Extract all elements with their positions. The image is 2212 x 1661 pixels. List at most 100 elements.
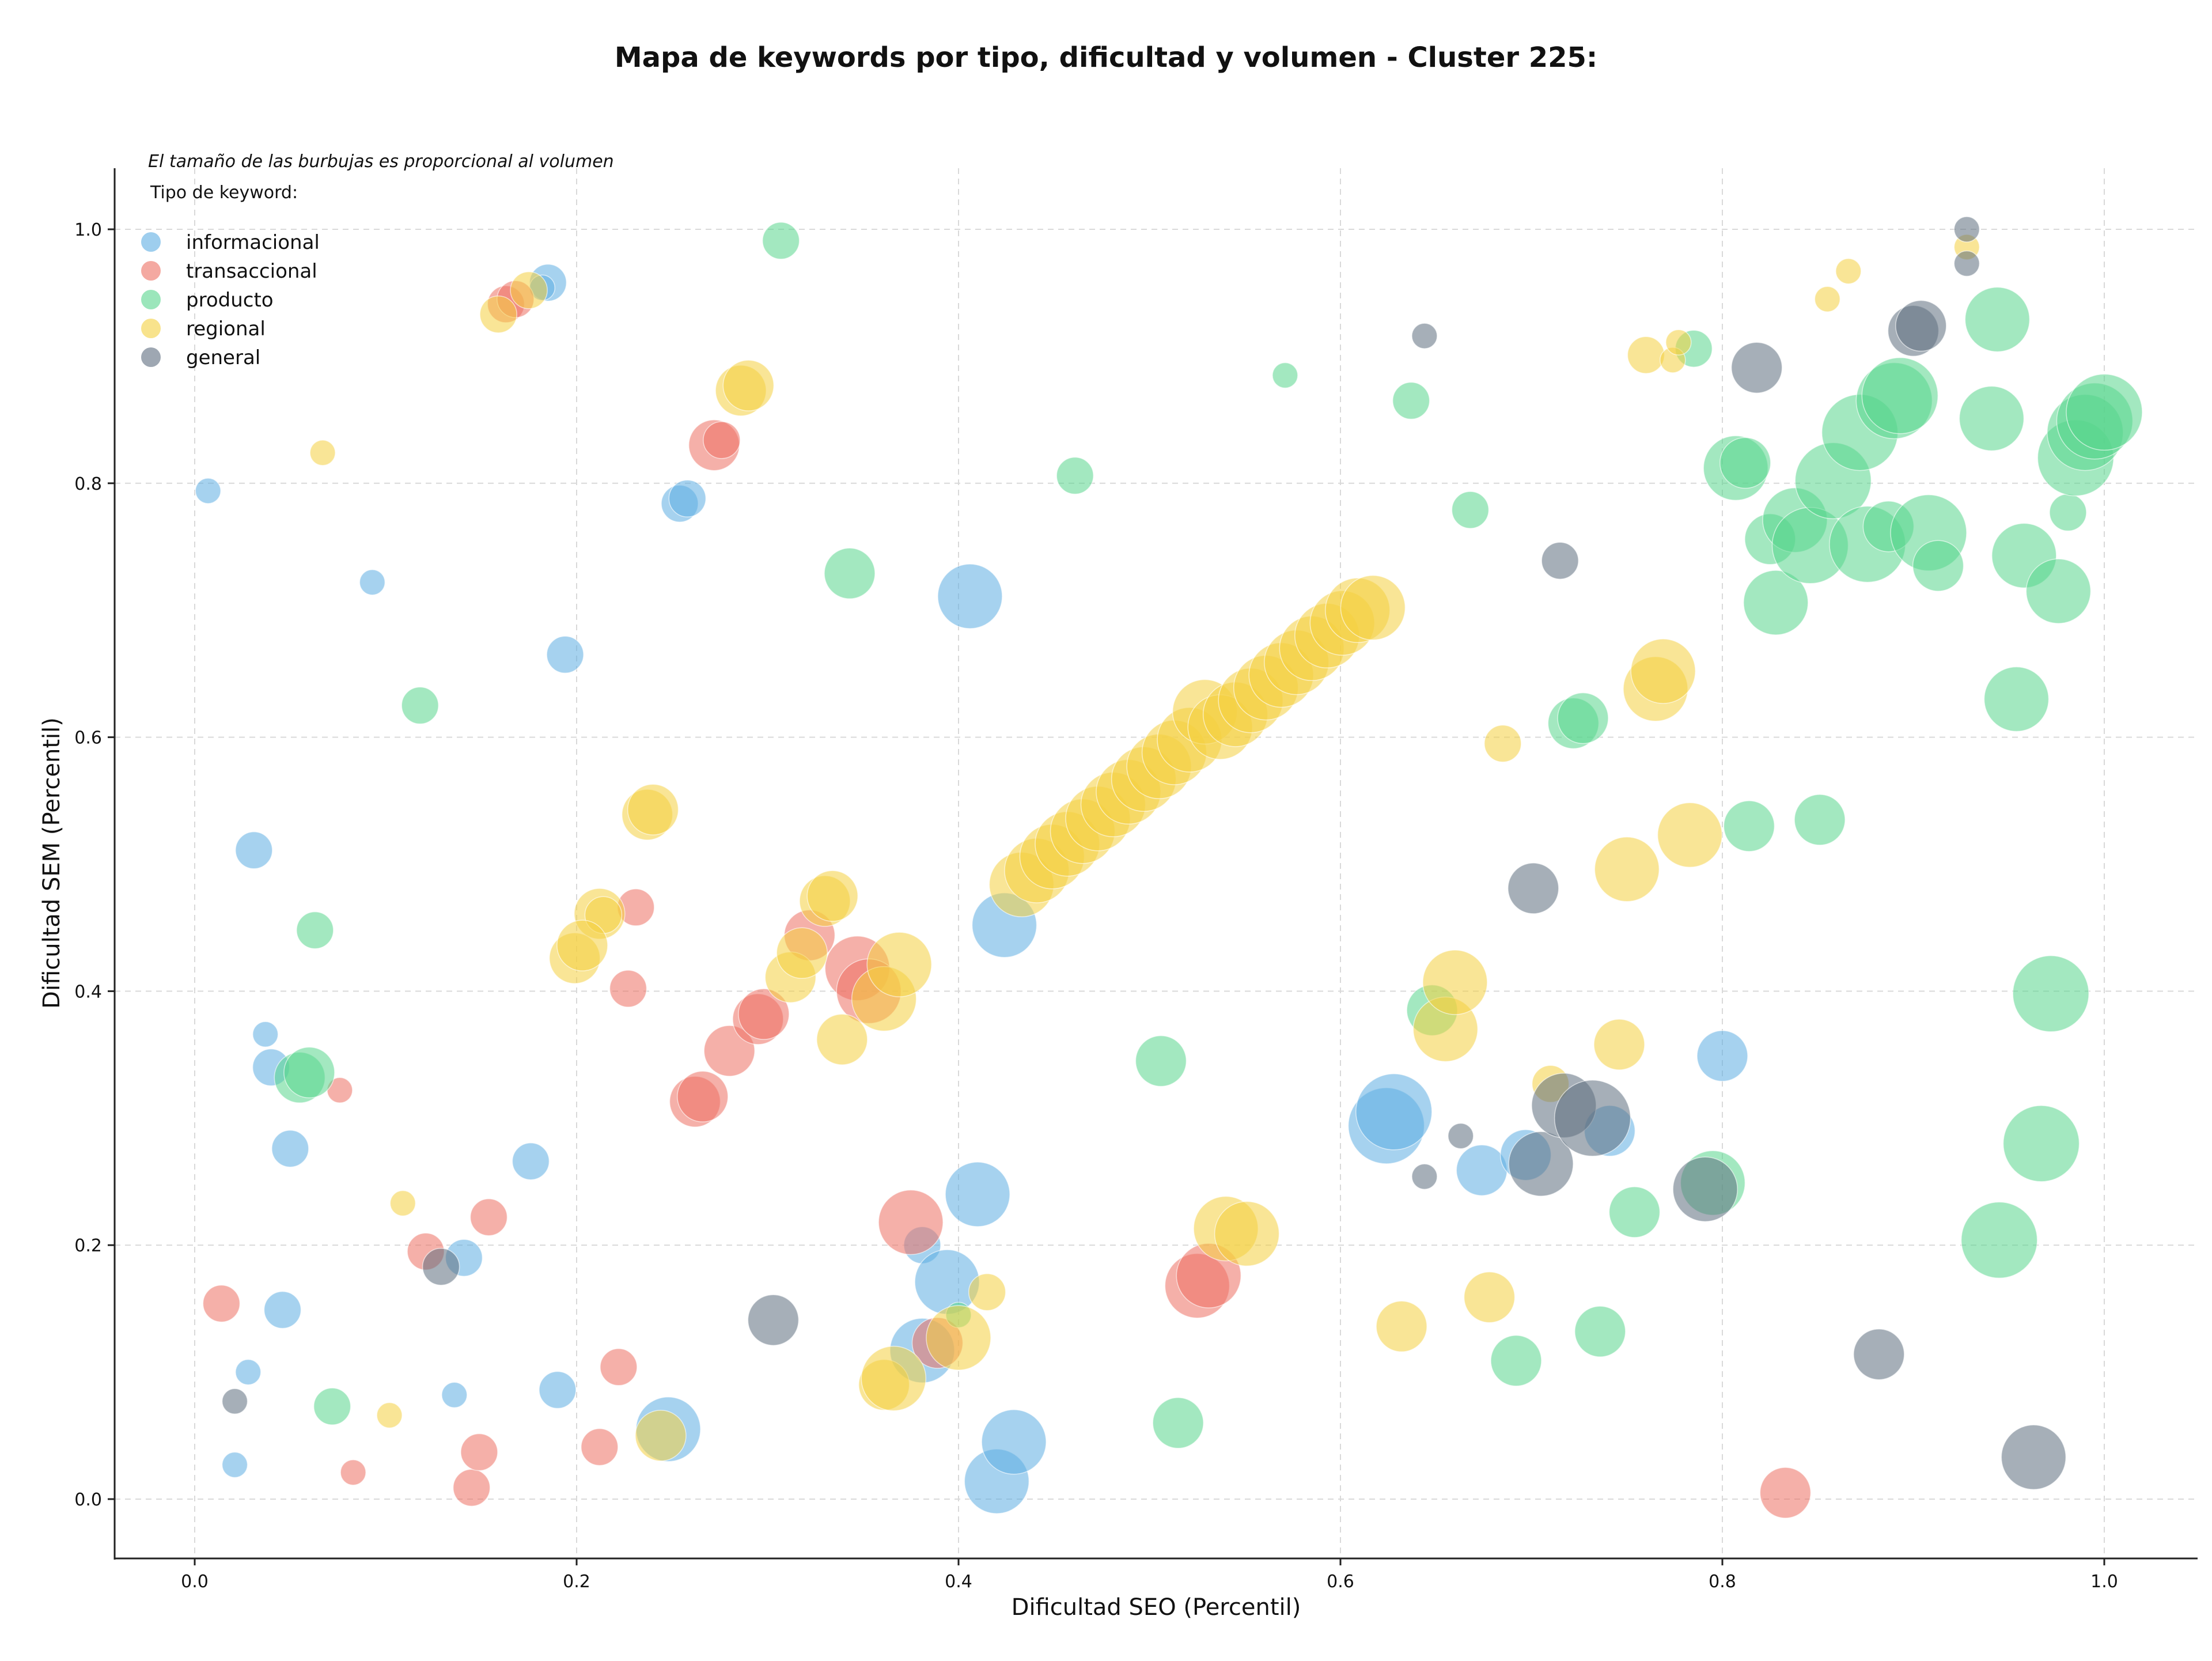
y-tick-label: 0.8 bbox=[74, 474, 102, 494]
bubble-regional bbox=[866, 932, 932, 997]
legend: El tamaño de las burbujas es proporciona… bbox=[141, 152, 614, 369]
bubble-producto bbox=[1983, 666, 2050, 732]
bubble-general bbox=[1730, 342, 1783, 394]
bubble-informacional bbox=[263, 1291, 302, 1329]
bubble-informacional bbox=[512, 1142, 550, 1181]
bubble-general bbox=[1508, 862, 1559, 914]
bubble-informacional bbox=[235, 831, 273, 869]
bubble-producto bbox=[296, 911, 334, 949]
bubble-general bbox=[1672, 1156, 1738, 1222]
bubble-regional bbox=[376, 1402, 403, 1429]
bubble-general bbox=[2001, 1424, 2067, 1490]
legend-marker-regional bbox=[141, 319, 161, 338]
legend-label-regional: regional bbox=[186, 317, 266, 340]
bubble-regional bbox=[1835, 258, 1862, 285]
bubble-producto bbox=[1135, 1035, 1187, 1087]
bubble-general bbox=[1853, 1328, 1905, 1380]
x-tick-label: 0.8 bbox=[1709, 1572, 1736, 1592]
bubble-producto bbox=[1392, 381, 1430, 420]
bubble-regional bbox=[926, 1305, 991, 1371]
bubble-general bbox=[1554, 1080, 1631, 1157]
x-tick-label: 0.4 bbox=[945, 1572, 972, 1592]
bubble-regional bbox=[1340, 575, 1406, 641]
legend-label-transaccional: transaccional bbox=[186, 260, 317, 283]
bubble-informacional bbox=[668, 479, 707, 517]
bubble-informacional bbox=[937, 563, 1003, 629]
bubble-regional bbox=[635, 1410, 687, 1462]
y-tick-label: 0.6 bbox=[74, 728, 102, 748]
bubble-producto bbox=[1960, 1201, 2038, 1279]
bubble-regional bbox=[1484, 724, 1522, 763]
bubble-informacional bbox=[539, 1371, 577, 1409]
bubble-informacional bbox=[271, 1129, 309, 1168]
legend-item-informacional: informacional bbox=[141, 231, 320, 254]
y-tick-label: 0.4 bbox=[74, 982, 102, 1002]
bubble-producto bbox=[1490, 1335, 1542, 1387]
bubble-producto bbox=[1272, 362, 1298, 389]
bubble-transaccional bbox=[609, 970, 647, 1008]
series-regional bbox=[309, 234, 1980, 1462]
bubble-informacional bbox=[235, 1359, 262, 1386]
bubble-regional bbox=[1594, 837, 1660, 902]
bubble-regional bbox=[861, 1345, 927, 1412]
bubble-informacional bbox=[252, 1021, 279, 1048]
chart-title: Mapa de keywords por tipo, dificultad y … bbox=[615, 41, 1597, 74]
bubble-informacional bbox=[914, 1249, 980, 1315]
bubble-regional bbox=[1593, 1019, 1645, 1070]
bubble-transaccional bbox=[469, 1198, 508, 1236]
legend-item-transaccional: transaccional bbox=[141, 260, 317, 283]
bubble-transaccional bbox=[1759, 1467, 1812, 1519]
bubble-producto bbox=[2066, 373, 2143, 451]
bubble-producto bbox=[1959, 385, 2025, 452]
bubble-regional bbox=[479, 295, 517, 334]
bubble-producto bbox=[1719, 437, 1771, 489]
bubble-producto bbox=[1861, 357, 1939, 434]
bubble-transaccional bbox=[202, 1284, 241, 1323]
bubble-general bbox=[1895, 300, 1947, 352]
bubble-informacional bbox=[195, 478, 221, 504]
bubble-regional bbox=[1214, 1201, 1280, 1267]
bubble-producto bbox=[2012, 955, 2089, 1032]
bubble-informacional bbox=[441, 1382, 468, 1409]
axes bbox=[113, 168, 2198, 1560]
bubble-transaccional bbox=[738, 988, 790, 1040]
legend-label-general: general bbox=[186, 346, 260, 369]
bubble-producto bbox=[2025, 558, 2092, 624]
bubble-regional bbox=[816, 1013, 868, 1065]
bubble-regional bbox=[776, 927, 828, 979]
bubble-regional bbox=[1627, 336, 1665, 374]
bubble-regional bbox=[627, 784, 679, 835]
bubble-producto bbox=[401, 686, 439, 725]
bubble-regional bbox=[968, 1273, 1006, 1311]
bubble-producto bbox=[1723, 800, 1775, 852]
legend-marker-informacional bbox=[141, 232, 161, 252]
y-tick-label: 0.2 bbox=[74, 1236, 102, 1256]
legend-item-general: general bbox=[141, 346, 260, 369]
bubble-informacional bbox=[359, 569, 386, 596]
bubble-producto bbox=[283, 1046, 335, 1099]
bubble-producto bbox=[762, 222, 800, 260]
bubble-regional bbox=[556, 920, 608, 971]
legend-marker-transaccional bbox=[141, 261, 161, 281]
bubble-producto bbox=[313, 1387, 351, 1425]
bubble-informacional bbox=[981, 1409, 1047, 1475]
bubble-regional bbox=[1630, 638, 1696, 704]
x-tick-label: 0.0 bbox=[181, 1572, 209, 1592]
bubble-general bbox=[1953, 216, 1980, 243]
bubble-transaccional bbox=[703, 421, 741, 459]
bubble-regional bbox=[1665, 329, 1692, 355]
bubble-regional bbox=[806, 870, 858, 922]
x-axis-label: Dificultad SEO (Percentil) bbox=[1012, 1594, 1301, 1621]
y-tick-label: 1.0 bbox=[74, 220, 102, 240]
legend-marker-producto bbox=[141, 290, 161, 309]
bubble-transaccional bbox=[460, 1433, 498, 1471]
bubble-general bbox=[422, 1247, 460, 1286]
bubble-informacional bbox=[1456, 1144, 1508, 1196]
legend-label-producto: producto bbox=[186, 289, 274, 312]
bubble-producto bbox=[1743, 570, 1809, 635]
bubble-transaccional bbox=[878, 1189, 944, 1255]
bubble-informacional bbox=[221, 1451, 248, 1478]
x-tick-label: 0.2 bbox=[563, 1572, 590, 1592]
bubble-producto bbox=[1451, 491, 1490, 529]
legend-title: Tipo de keyword: bbox=[150, 183, 298, 203]
